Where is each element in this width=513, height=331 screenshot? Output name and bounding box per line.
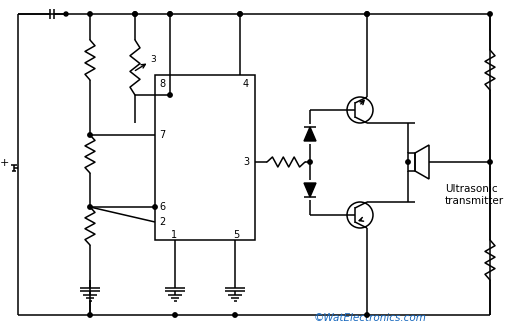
Text: +: + <box>0 158 9 168</box>
Text: 1: 1 <box>171 230 177 240</box>
Circle shape <box>233 313 237 317</box>
Text: 8: 8 <box>159 79 165 89</box>
Text: 2: 2 <box>159 217 165 227</box>
Circle shape <box>365 12 369 16</box>
Circle shape <box>88 205 92 209</box>
Polygon shape <box>304 127 316 141</box>
Circle shape <box>133 12 137 16</box>
Text: 3: 3 <box>150 56 156 65</box>
Bar <box>155 75 255 240</box>
Circle shape <box>365 12 369 16</box>
Circle shape <box>88 133 92 137</box>
Circle shape <box>133 12 137 16</box>
Text: 5: 5 <box>233 230 239 240</box>
Text: ©WatElectronics.com: ©WatElectronics.com <box>313 313 426 323</box>
Polygon shape <box>304 183 316 197</box>
Circle shape <box>238 12 242 16</box>
Circle shape <box>153 205 157 209</box>
Circle shape <box>64 12 68 16</box>
Circle shape <box>488 160 492 164</box>
Circle shape <box>406 160 410 164</box>
Text: Ultrasonic
transmitter: Ultrasonic transmitter <box>445 184 504 206</box>
Text: 7: 7 <box>159 130 165 140</box>
Circle shape <box>308 160 312 164</box>
Circle shape <box>173 313 177 317</box>
Circle shape <box>168 12 172 16</box>
Text: 4: 4 <box>243 79 249 89</box>
Circle shape <box>488 12 492 16</box>
Text: 3: 3 <box>243 157 249 167</box>
Circle shape <box>238 12 242 16</box>
Circle shape <box>365 313 369 317</box>
Text: 6: 6 <box>159 202 165 212</box>
Circle shape <box>168 93 172 97</box>
Circle shape <box>88 12 92 16</box>
Circle shape <box>88 313 92 317</box>
Circle shape <box>168 12 172 16</box>
